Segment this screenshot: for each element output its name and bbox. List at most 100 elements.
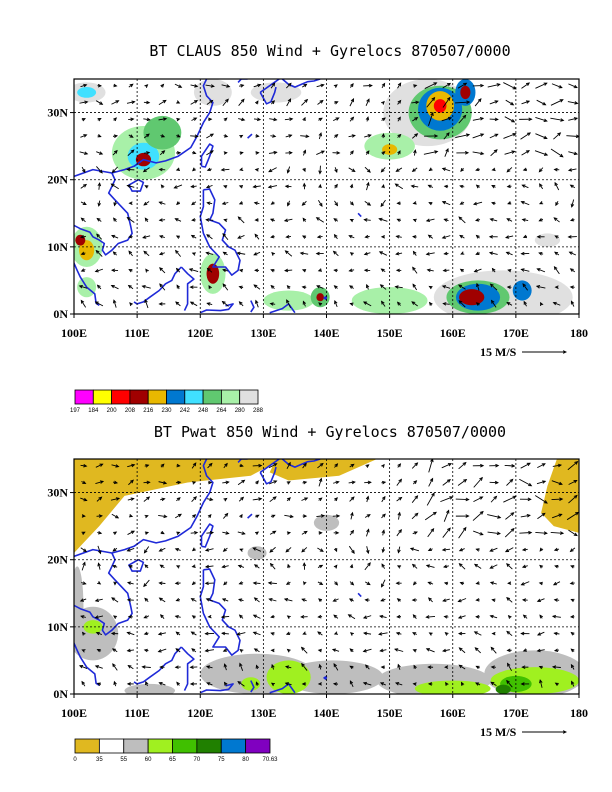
wind-vector-80	[333, 268, 338, 273]
wind-vector-52	[397, 663, 401, 670]
wind-vector-91	[507, 268, 512, 273]
wind-vector-169	[221, 598, 229, 602]
wind-vector-300	[269, 530, 277, 535]
wind-vector-64	[81, 649, 86, 653]
wind-vector-289	[97, 530, 103, 535]
wind-vector-406	[426, 96, 436, 108]
wind-vector-429	[286, 461, 291, 469]
colorbar-swatch-1	[92, 389, 113, 405]
wind-vector-90	[490, 646, 497, 654]
wind-vector-232	[204, 564, 214, 569]
wind-vector-360	[206, 497, 214, 502]
wind-vector-304	[332, 151, 341, 155]
wind-vector-83	[379, 648, 387, 653]
wind-vector-296	[206, 531, 215, 535]
wind-vector-58	[489, 283, 498, 291]
wind-vector-44	[271, 663, 275, 670]
wind-vector-51	[379, 284, 387, 290]
wind-vector-116	[395, 631, 402, 636]
wind-vector-162	[113, 217, 117, 223]
colorbar-label: 208	[125, 408, 136, 414]
wind-vector-185	[475, 218, 481, 222]
wind-vector-158	[551, 614, 561, 619]
shaded-region-23	[263, 290, 314, 311]
wind-vector-414	[550, 99, 564, 106]
coastline-11	[259, 459, 280, 474]
wind-vector-225	[97, 562, 101, 570]
wind-vector-214	[428, 201, 433, 206]
wind-vector-59	[506, 285, 512, 289]
wind-vector-43	[253, 284, 261, 290]
wind-vector-436	[397, 82, 402, 89]
wind-vector-442	[487, 83, 501, 88]
wind-vector-88	[458, 647, 466, 654]
wind-vector-328	[207, 513, 212, 518]
colorbar-label: 70.63	[262, 757, 278, 763]
wind-vector-282	[491, 167, 496, 172]
wind-vector-219	[507, 201, 512, 205]
wind-vector-350	[551, 513, 563, 519]
wind-vector-382	[550, 117, 565, 122]
colorbar-swatch-1	[98, 738, 125, 754]
wind-vector-15	[318, 302, 323, 307]
wind-vector-433	[349, 463, 355, 468]
wind-vector-282	[489, 547, 498, 552]
wind-vector-173	[283, 597, 293, 602]
wind-vector-125	[538, 252, 544, 256]
wind-vector-279	[441, 167, 451, 172]
wind-vector-129	[94, 615, 104, 619]
wind-vector-343	[443, 132, 450, 140]
wind-vector-88	[459, 268, 465, 273]
wind-vector-167	[190, 598, 197, 602]
wind-vector-16	[332, 682, 339, 686]
wind-vector-362	[238, 117, 246, 122]
wind-vector-227	[128, 565, 133, 569]
wind-vector-9	[221, 300, 229, 307]
wind-vector-96	[80, 251, 86, 256]
wind-vector-402	[364, 480, 372, 485]
claus-panel: BT CLAUS 850 Wind + Gyrelocs 870507/0000…	[47, 42, 588, 414]
wind-vector-6	[175, 301, 181, 307]
wind-vector-423	[190, 84, 199, 88]
wind-vector-234	[237, 564, 245, 569]
wind-vector-310	[423, 150, 439, 155]
wind-vector-244	[394, 183, 404, 190]
wind-vector-413	[536, 99, 547, 106]
wind-vector-230	[175, 565, 181, 569]
wind-vector-373	[411, 495, 419, 503]
wind-vector-284	[521, 547, 528, 552]
wind-vector-75	[253, 648, 260, 653]
wind-vector-404	[396, 478, 402, 486]
wind-vector-193	[97, 580, 102, 585]
x-tick-label: 180	[570, 706, 588, 720]
wind-vector-411	[506, 478, 514, 486]
wind-vector-175	[318, 598, 323, 602]
coastline-3	[200, 523, 214, 548]
wind-vector-332	[270, 514, 276, 518]
wind-vector-378	[490, 495, 498, 503]
wind-vector-266	[239, 167, 244, 171]
wind-vector-263	[192, 167, 196, 172]
wind-vector-190	[553, 598, 560, 602]
wind-vector-36	[141, 285, 151, 289]
wind-vector-364	[269, 117, 278, 122]
wind-vector-309	[413, 149, 417, 156]
colorbar-swatch-0	[74, 389, 94, 405]
wind-vector-86	[425, 648, 435, 653]
wind-vector-250	[489, 564, 498, 569]
wind-vector-318	[550, 148, 564, 158]
wind-vector-415	[567, 101, 579, 105]
wind-vector-228	[144, 564, 149, 569]
wind-vector-43	[255, 664, 260, 669]
wind-vector-321	[96, 514, 103, 518]
wind-vector-107	[253, 251, 261, 256]
wind-vector-317	[534, 150, 549, 156]
coastline-2	[74, 605, 100, 686]
wind-vector-287	[569, 547, 576, 553]
wind-vector-109	[285, 631, 291, 635]
wind-vector-426	[239, 84, 245, 88]
wind-vector-223	[570, 199, 575, 208]
coastline-13	[237, 79, 248, 83]
wind-vector-353	[97, 117, 102, 122]
wind-vector-125	[536, 631, 545, 636]
